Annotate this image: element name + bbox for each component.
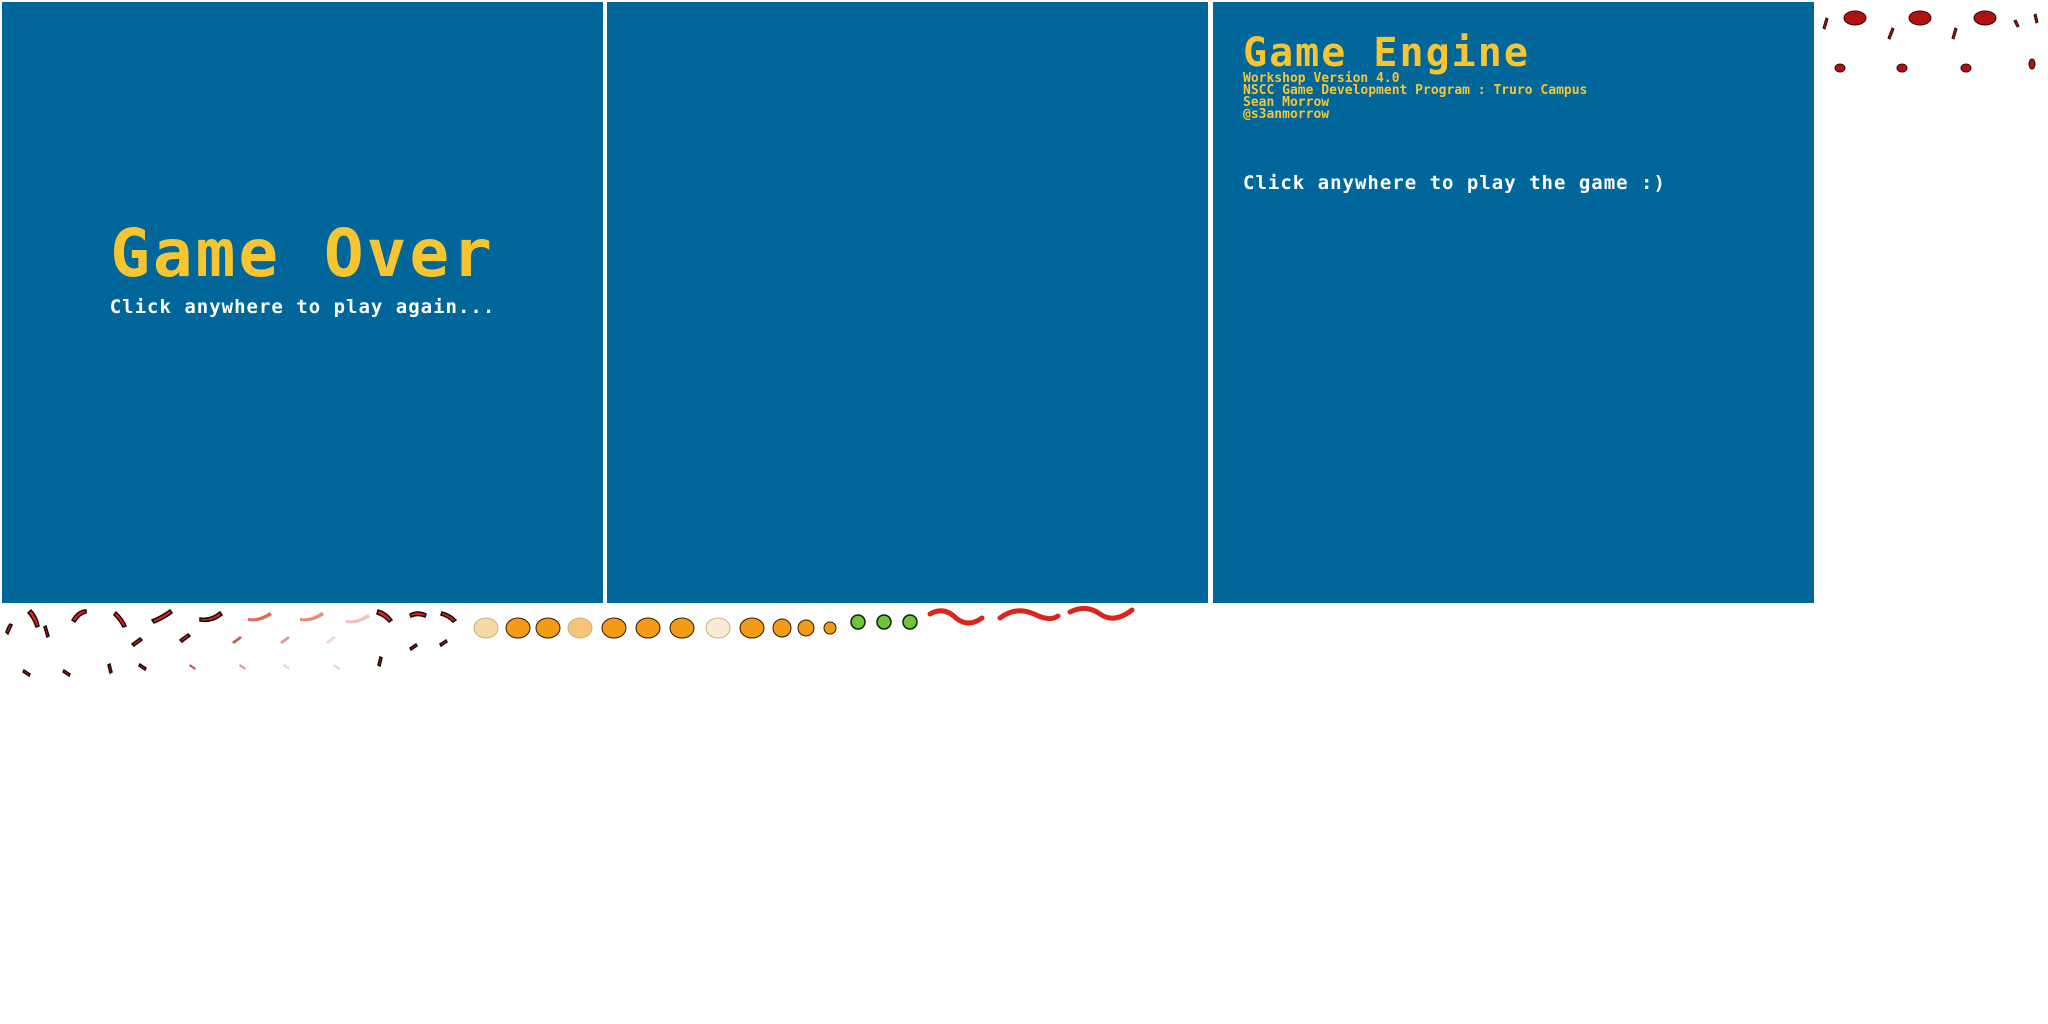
credit-program: NSCC Game Development Program : Truro Ca… [1243,83,1588,98]
bug-sprite [739,617,765,639]
gameover-subtitle: Click anywhere to play again... [109,296,496,318]
snake-fading-sprite [248,612,272,622]
snake-segment-sprite [70,609,87,624]
snake-body-sprites [927,606,1135,626]
snake-segment-sprite [439,638,448,648]
splat-sprite [2028,58,2036,70]
bug-fading-sprite [473,617,499,639]
gameover-screen[interactable]: Game Over Click anywhere to play again..… [2,2,603,603]
snake-segment-sprite [440,611,458,623]
credits-block: Workshop Version 4.0 NSCC Game Developme… [1243,71,1588,122]
snake-fading-sprite [333,664,340,670]
bug-sprite [669,617,695,639]
gameover-title: Game Over [110,215,495,292]
snake-segment-sprite [113,610,127,628]
snake-fading-sprite [300,612,324,622]
snake-fading-sprite [283,664,290,670]
bug-fading-sprite [705,617,731,639]
intro-subtitle: Click anywhere to play the game :) [1243,172,1666,194]
bug-sprite [535,617,561,639]
splat-sprite [1908,10,1932,26]
snake-segment-sprite [376,609,394,623]
snake-segment-sprite [138,662,147,672]
green-bug-sprite [876,614,892,630]
snake-body-sprite [1067,606,1135,621]
green-bug-sprite [902,614,918,630]
bug-sprite [635,617,661,639]
snake-fading-sprite [326,636,336,644]
bug-sprite [772,618,792,638]
snake-segment-sprite [377,655,383,668]
bug-fading-sprite [567,617,593,639]
snake-segment-sprite [22,668,31,678]
green-bug-sprite [850,614,866,630]
bug-sprite [797,619,815,637]
snake-fading-sprite [232,636,242,644]
snake-fading-sprites [189,612,370,670]
intro-screen[interactable]: Game Engine Workshop Version 4.0 NSCC Ga… [1213,2,1814,603]
splat-sprite [1951,27,1958,40]
bug-sprite [505,617,531,639]
snake-segment-sprite [26,608,40,628]
snake-segment-sprite [107,662,113,675]
splat-sprite [1896,63,1908,73]
snake-body-sprite [997,608,1061,622]
snake-segment-sprite [150,608,174,624]
snake-segment-sprites [5,608,458,678]
splat-sprites [1822,10,2039,73]
snake-segment-sprite [43,624,50,639]
snake-segment-sprite [62,668,71,678]
bug-sprites [505,617,837,639]
snake-fading-sprite [189,664,196,670]
splat-sprite [1843,10,1867,26]
bug-fading-sprites [473,617,731,639]
snake-segment-sprite [5,623,14,636]
snake-segment-sprite [409,611,427,619]
snake-fading-sprite [280,636,290,644]
snake-segment-sprite [199,610,224,623]
bug-sprite [601,617,627,639]
splat-sprite [1822,17,1829,30]
bug-sprite [823,621,837,635]
game-screen-blank[interactable] [607,2,1208,603]
snake-segment-sprite [130,637,144,647]
intro-title: Game Engine [1243,30,1530,76]
snake-segment-sprite [409,642,418,652]
splat-sprite [1973,10,1997,26]
splat-sprite [1834,63,1846,73]
snake-body-sprite [927,608,985,626]
snake-fading-sprite [239,664,246,670]
credit-version: Workshop Version 4.0 [1243,71,1400,86]
snake-segment-sprite [178,633,192,643]
splat-sprite [2033,13,2039,24]
snake-fading-sprite [346,614,370,624]
green-bug-sprites [850,614,918,630]
splat-sprite [1960,63,1972,73]
splat-sprite [1887,27,1895,40]
splat-sprite [2013,19,2020,28]
credit-handle: @s3anmorrow [1243,107,1330,122]
credit-author: Sean Morrow [1243,95,1330,110]
